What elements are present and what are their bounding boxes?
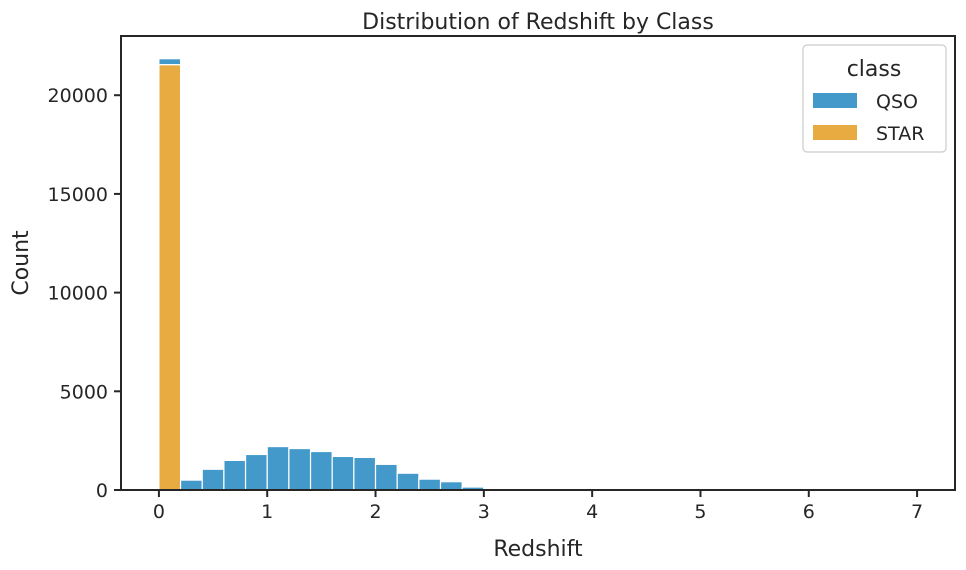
x-axis-label: Redshift bbox=[493, 537, 583, 562]
bar-qso-10 bbox=[376, 464, 398, 490]
bar-qso-9 bbox=[354, 457, 376, 490]
chart-title: Distribution of Redshift by Class bbox=[362, 10, 714, 35]
bar-qso-6 bbox=[289, 449, 311, 490]
bar-qso-1 bbox=[181, 480, 203, 490]
legend-swatch-star bbox=[813, 125, 857, 140]
y-tick-label: 15000 bbox=[48, 184, 108, 206]
bar-qso-5 bbox=[267, 447, 289, 490]
x-tick-label: 4 bbox=[586, 501, 598, 523]
bar-qso-2 bbox=[202, 469, 224, 490]
bar-qso-11 bbox=[397, 473, 419, 490]
x-tick-label: 0 bbox=[153, 501, 165, 523]
bar-qso-3 bbox=[224, 460, 246, 490]
bar-star-0 bbox=[159, 65, 181, 490]
y-axis-label: Count bbox=[9, 230, 34, 296]
bar-qso-4 bbox=[246, 454, 268, 490]
y-tick-label: 10000 bbox=[48, 283, 108, 305]
x-tick-label: 5 bbox=[694, 501, 706, 523]
bar-qso-8 bbox=[332, 456, 354, 490]
legend-label-qso: QSO bbox=[876, 91, 918, 113]
legend-title: class bbox=[847, 57, 902, 82]
x-tick-label: 6 bbox=[803, 501, 815, 523]
bar-qso-13 bbox=[441, 482, 463, 490]
y-tick-label: 0 bbox=[96, 480, 108, 502]
legend-label-star: STAR bbox=[876, 123, 924, 145]
x-tick-label: 1 bbox=[261, 501, 273, 523]
legend-swatch-qso bbox=[813, 93, 857, 108]
bar-qso-0 bbox=[159, 59, 181, 65]
bar-qso-7 bbox=[311, 452, 333, 490]
x-tick-label: 3 bbox=[478, 501, 490, 523]
x-tick-label: 2 bbox=[369, 501, 381, 523]
y-tick-label: 20000 bbox=[48, 85, 108, 107]
bar-qso-12 bbox=[419, 479, 441, 490]
y-tick-label: 5000 bbox=[60, 381, 108, 403]
x-tick-label: 7 bbox=[911, 501, 923, 523]
legend: class QSO STAR bbox=[803, 45, 946, 152]
